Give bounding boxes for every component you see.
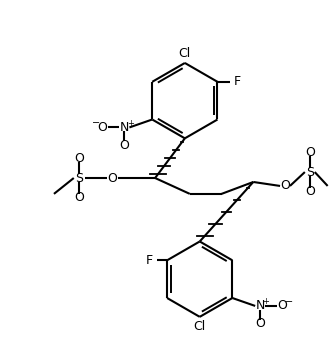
Text: −: − xyxy=(285,297,293,307)
Text: O: O xyxy=(108,171,117,184)
Text: Cl: Cl xyxy=(179,47,191,59)
Text: O: O xyxy=(74,191,84,204)
Text: N: N xyxy=(256,299,265,313)
Text: S: S xyxy=(75,171,83,184)
Text: −: − xyxy=(92,118,100,129)
Text: O: O xyxy=(120,139,129,152)
Text: F: F xyxy=(234,75,241,88)
Text: S: S xyxy=(306,165,314,179)
Text: +: + xyxy=(127,119,134,128)
Text: O: O xyxy=(277,299,287,313)
Text: O: O xyxy=(74,152,84,165)
Text: +: + xyxy=(263,297,270,306)
Text: O: O xyxy=(98,121,108,134)
Text: N: N xyxy=(120,121,129,134)
Text: O: O xyxy=(305,185,315,198)
Text: O: O xyxy=(255,317,265,330)
Text: F: F xyxy=(146,254,153,267)
Text: O: O xyxy=(305,146,315,159)
Text: Cl: Cl xyxy=(194,320,206,333)
Text: O: O xyxy=(280,179,290,193)
